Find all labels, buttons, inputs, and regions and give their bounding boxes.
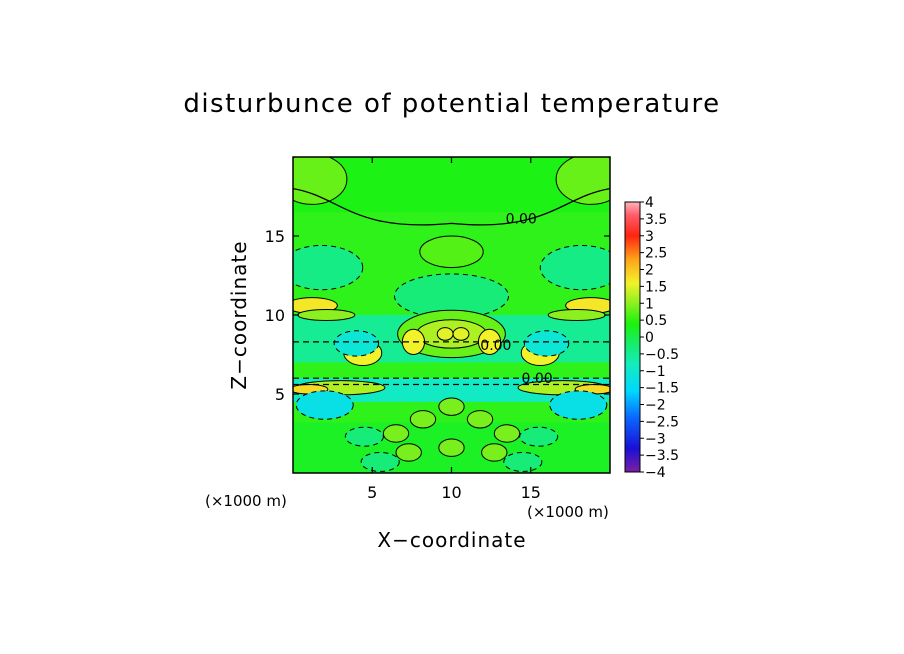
x-tick-label: 10 bbox=[441, 483, 461, 502]
turbulent-cell bbox=[481, 443, 508, 462]
turbulent-cell bbox=[503, 451, 543, 472]
contour-label: 0.00 bbox=[506, 212, 537, 228]
colorbar-tick-label: −1 bbox=[645, 364, 666, 380]
x-tick-label: 15 bbox=[521, 483, 541, 502]
z-unit-note: (×1000 m) bbox=[527, 503, 609, 521]
turbulent-cell bbox=[360, 451, 400, 472]
colorbar-tick-label: −3 bbox=[645, 431, 666, 447]
colorbar-tick-label: −3.5 bbox=[645, 448, 679, 464]
colorbar-tick-label: 3.5 bbox=[645, 212, 667, 228]
colorbar-tick-label: 1.5 bbox=[645, 279, 667, 295]
colorbar-tick-label: 0 bbox=[645, 330, 654, 346]
colorbar-gradient bbox=[624, 201, 641, 473]
colorbar-tick-label: −1.5 bbox=[645, 381, 679, 397]
colorbar-tick-label: 0.5 bbox=[645, 313, 667, 329]
axis-ticks: 5 10 15 5 10 15 bbox=[265, 157, 610, 502]
cool-region bbox=[293, 244, 364, 291]
turbulent-cell bbox=[466, 410, 494, 429]
turbulent-cell bbox=[382, 424, 410, 443]
cold-region bbox=[523, 330, 570, 357]
y-tick-label: 10 bbox=[265, 306, 285, 325]
contour-field: 0.00 0.00 0.00 bbox=[293, 157, 610, 473]
plot-area: 0.00 0.00 0.00 5 10 15 5 10 15 bbox=[265, 156, 611, 502]
colorbar-tick-label: 1 bbox=[645, 296, 654, 312]
colorbar-tick-label: 2 bbox=[645, 263, 654, 279]
turbulent-cell bbox=[395, 443, 422, 462]
colorbar-tick-label: 4 bbox=[645, 195, 654, 211]
contour-label: 0.00 bbox=[480, 338, 511, 354]
turbulent-cell bbox=[344, 426, 384, 447]
central-cell bbox=[436, 327, 454, 341]
colorbar-ticks: 43.532.521.510.50−0.5−1−1.5−2−2.5−3−3.5−… bbox=[640, 195, 679, 481]
y-tick-label: 5 bbox=[275, 385, 285, 404]
x-unit-note: (×1000 m) bbox=[205, 492, 287, 510]
cool-region bbox=[539, 244, 610, 291]
chart-title: disturbunce of potential temperature bbox=[183, 89, 720, 119]
colorbar-tick-label: 2.5 bbox=[645, 246, 667, 262]
colorbar-tick-label: −2 bbox=[645, 398, 666, 414]
colorbar-tick-label: −2.5 bbox=[645, 414, 679, 430]
turbulent-cell bbox=[493, 424, 521, 443]
central-cell bbox=[452, 327, 470, 341]
turbulent-cell bbox=[438, 438, 465, 457]
zero-contour-line bbox=[293, 187, 610, 226]
contour-label: 0.00 bbox=[522, 371, 553, 387]
corner-region bbox=[555, 157, 610, 205]
colorbar: 43.532.521.510.50−0.5−1−1.5−2−2.5−3−3.5−… bbox=[624, 195, 679, 481]
cold-region bbox=[549, 390, 608, 420]
cold-region bbox=[295, 390, 354, 420]
upper-center-region bbox=[419, 235, 484, 269]
corner-region bbox=[293, 157, 348, 205]
cold-region bbox=[333, 330, 380, 357]
colorbar-tick-label: −0.5 bbox=[645, 347, 679, 363]
x-tick-label: 5 bbox=[367, 483, 377, 502]
colorbar-tick-label: 3 bbox=[645, 229, 654, 245]
y-tick-label: 15 bbox=[265, 227, 285, 246]
x-axis-label: X−coordinate bbox=[377, 528, 526, 552]
filament-region bbox=[547, 308, 606, 322]
colorbar-tick-label: −4 bbox=[645, 465, 666, 481]
turbulent-cell bbox=[409, 410, 437, 429]
filament-region bbox=[297, 308, 356, 322]
turbulent-cell bbox=[519, 426, 559, 447]
turbulent-cell bbox=[438, 397, 465, 416]
y-axis-label: Z−coordinate bbox=[227, 240, 251, 389]
